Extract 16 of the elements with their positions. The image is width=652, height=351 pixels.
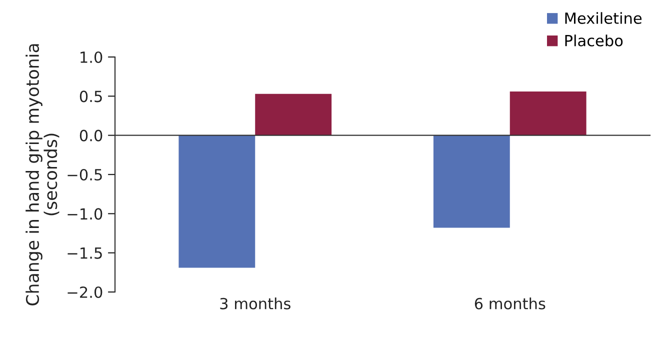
y-tick-label: −2.0 bbox=[68, 286, 102, 298]
bar bbox=[433, 135, 510, 228]
y-tick-label: 1.0 bbox=[80, 51, 102, 64]
bar bbox=[178, 135, 256, 268]
y-tick-label: −0.5 bbox=[68, 168, 102, 181]
bar bbox=[255, 94, 332, 136]
x-tick-label: 3 months bbox=[220, 298, 290, 310]
legend-label: Mexiletine bbox=[565, 12, 642, 24]
legend-label: Placebo bbox=[565, 34, 623, 46]
y-tick-label: 0.0 bbox=[80, 130, 102, 142]
y-axis-title: Change in hand grip myotonia (seconds) bbox=[26, 44, 60, 306]
bar bbox=[510, 91, 586, 136]
y-tick-label: −1.0 bbox=[68, 208, 102, 220]
y-tick-label: 0.5 bbox=[80, 90, 102, 102]
y-tick-label: −1.5 bbox=[68, 248, 102, 259]
x-tick-label: 6 months bbox=[474, 298, 546, 310]
